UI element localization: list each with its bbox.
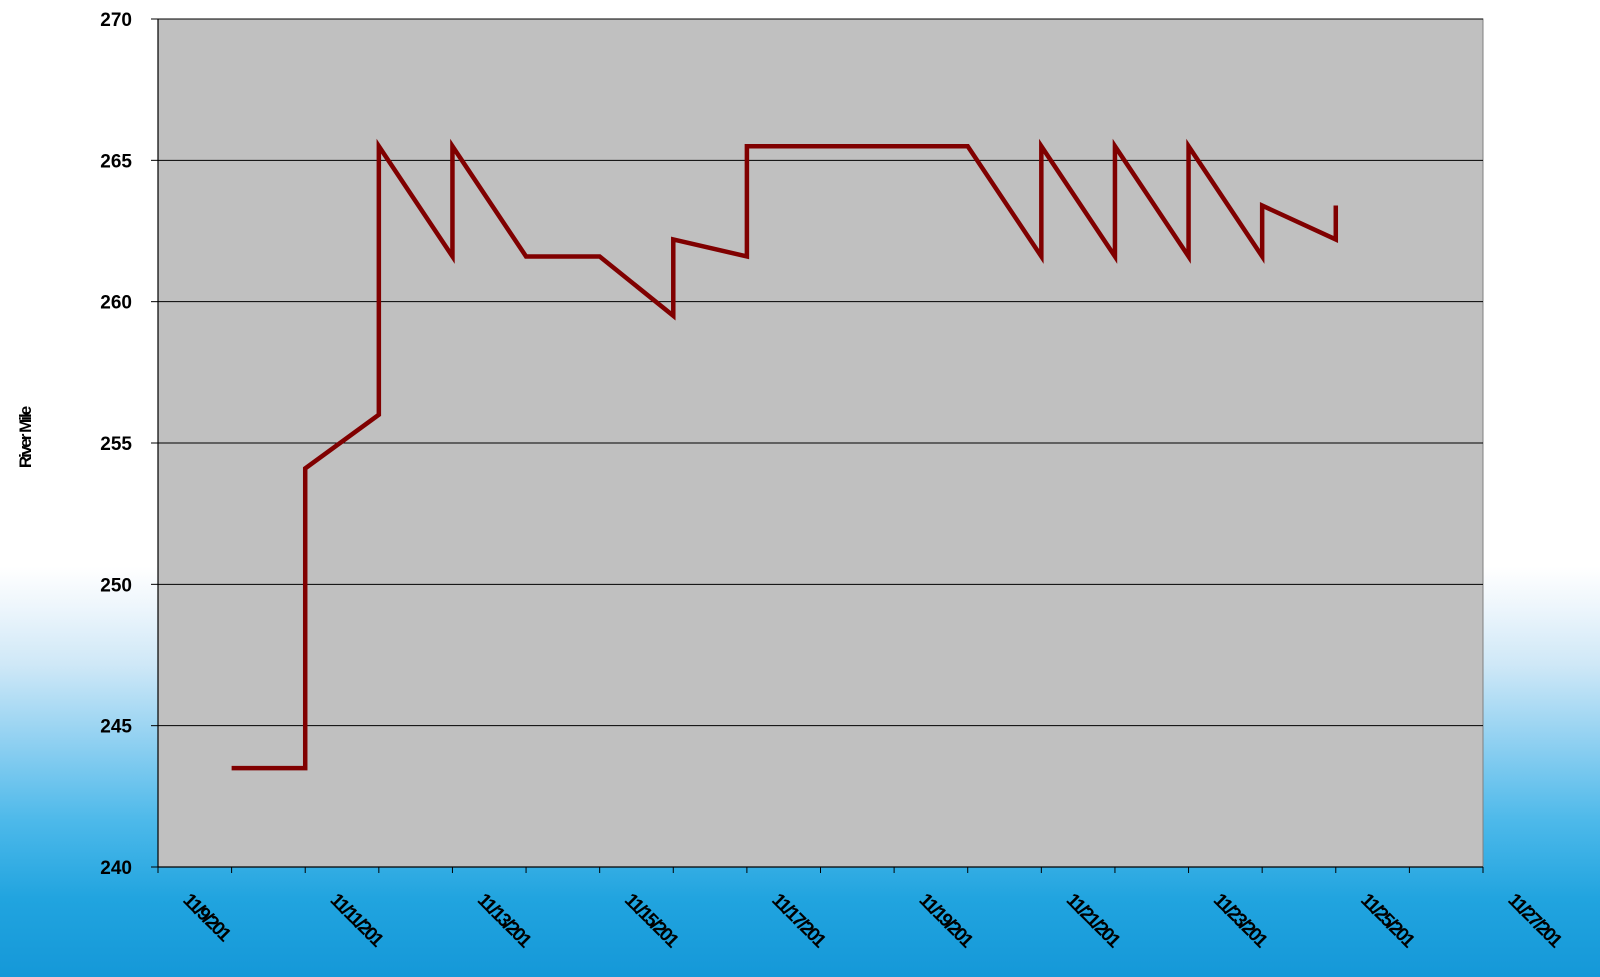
- y-tick-label: 255: [100, 434, 132, 455]
- series-line-0: [231, 138, 1339, 771]
- y-tick-label: 260: [100, 293, 132, 314]
- x-tick-label: 11/17/201: [767, 890, 830, 953]
- x-tick-label: 11/15/201: [620, 890, 683, 953]
- x-tick-label: 11/27/201: [1503, 890, 1566, 953]
- x-tick-label: 11/19/201: [915, 890, 978, 953]
- y-tick-label: 245: [100, 717, 132, 738]
- x-tick-label: 11/23/201: [1209, 890, 1272, 953]
- axes: [151, 18, 1484, 873]
- y-tick-label: 265: [100, 151, 132, 172]
- y-axis-title: River Mile: [16, 406, 35, 468]
- series-layer: [231, 138, 1339, 771]
- x-tick-label: 11/13/201: [473, 890, 536, 953]
- x-tick-label: 11/11/201: [326, 890, 388, 952]
- y-tick-label: 250: [100, 575, 132, 596]
- y-tick-label: 270: [100, 10, 132, 31]
- x-tick-label: 11/21/201: [1062, 890, 1125, 953]
- x-tick-label: 11/25/201: [1356, 890, 1419, 953]
- x-tick-label: 11/9/201: [178, 890, 235, 947]
- y-tick-label: 240: [100, 858, 132, 879]
